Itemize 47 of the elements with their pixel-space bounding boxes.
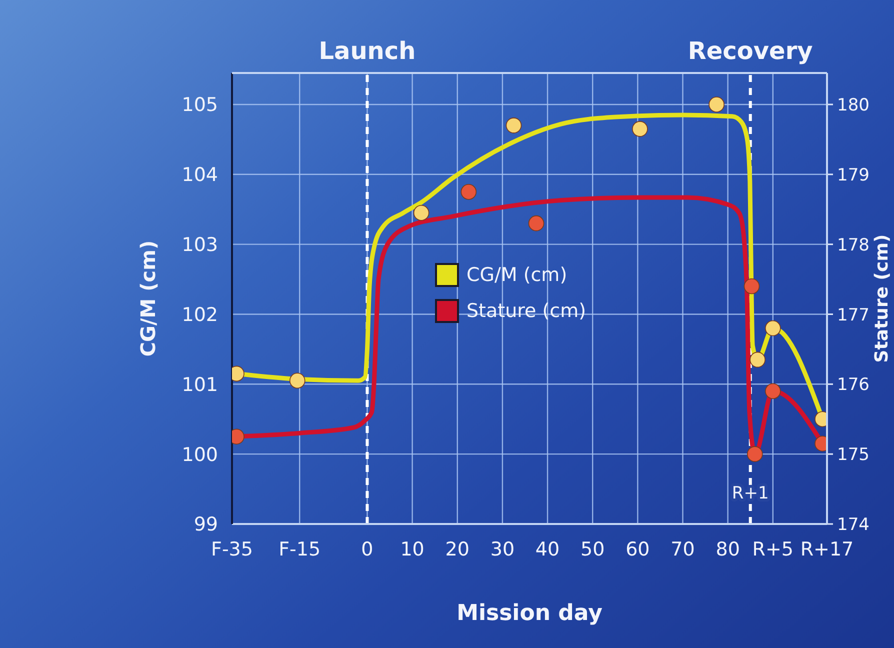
point xyxy=(528,215,544,232)
y-tick-label: 104 xyxy=(182,164,218,186)
y-axis-title: CG/M (cm) xyxy=(136,240,160,357)
point xyxy=(765,383,781,400)
y2-tick-label: 176 xyxy=(837,375,870,396)
point xyxy=(460,184,477,200)
y-tick-label: 101 xyxy=(182,374,218,396)
y2-tick-label: 178 xyxy=(837,235,870,256)
legend-label: CG/M (cm) xyxy=(466,264,568,286)
y2-axis-title: Stature (cm) xyxy=(871,234,892,363)
x-tick-label: F-15 xyxy=(278,538,321,560)
point xyxy=(708,96,724,112)
point xyxy=(632,121,648,137)
y2-tick-label: 174 xyxy=(837,515,870,536)
x-tick-label: 60 xyxy=(626,538,650,560)
point xyxy=(413,204,430,221)
x-tick-label: 80 xyxy=(716,538,740,560)
x-tick-label: 40 xyxy=(535,538,560,560)
y-tick-label: 103 xyxy=(182,234,218,256)
ref-line-label: Launch xyxy=(318,37,416,65)
y-tick-label: 99 xyxy=(194,514,218,536)
point xyxy=(506,118,522,134)
y2-tick-label: 175 xyxy=(837,445,870,466)
y2-tick-label: 177 xyxy=(837,305,870,326)
x-tick-label: 10 xyxy=(400,538,424,560)
y2-tick-label: 179 xyxy=(837,165,870,186)
x-axis-title: Mission day xyxy=(456,601,602,626)
point xyxy=(750,352,766,368)
x-tick-label: F-35 xyxy=(211,538,253,560)
legend-label: Stature (cm) xyxy=(466,300,586,322)
y-tick-label: 102 xyxy=(182,304,218,326)
x-tick-label: 50 xyxy=(580,538,605,560)
point xyxy=(744,278,760,294)
x-tick-label: 70 xyxy=(670,538,695,560)
y2-tick-label: 180 xyxy=(837,96,870,116)
x-tick-label: 0 xyxy=(361,538,374,560)
x-tick-label: R+5 xyxy=(752,538,794,560)
y-tick-label: 100 xyxy=(182,444,218,466)
point xyxy=(289,372,306,389)
ref-line-label: Recovery xyxy=(688,37,814,65)
y-tick-label: 105 xyxy=(182,94,218,116)
x-tick-label: R+17 xyxy=(800,538,854,560)
annotation: R+1 xyxy=(732,483,769,504)
point xyxy=(765,320,781,336)
x-tick-label: 20 xyxy=(445,538,470,560)
point xyxy=(746,446,763,462)
x-tick-label: 30 xyxy=(490,538,515,560)
